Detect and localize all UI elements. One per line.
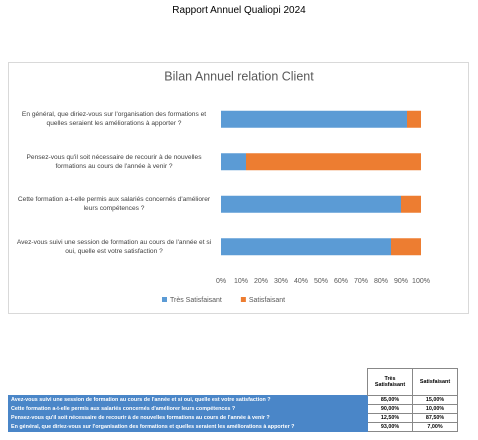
page-title: Rapport Annuel Qualiopi 2024 xyxy=(172,5,306,16)
row-label: Cette formation a-t-elle permis aux sala… xyxy=(8,404,368,414)
row-label: En général, que diriez-vous sur l'organi… xyxy=(8,422,368,432)
bar-segment xyxy=(246,153,421,171)
bar-segment xyxy=(221,110,407,128)
x-tick-label: 60% xyxy=(334,278,348,285)
table-cell: 7,00% xyxy=(412,422,458,432)
table-cell: 12,50% xyxy=(367,413,413,423)
column-header: Très Satisfaisant xyxy=(367,368,413,396)
row-label: Avez-vous suivi une session de formation… xyxy=(8,395,368,405)
category-label: Pensez-vous qu'il soit nécessaire de rec… xyxy=(26,153,202,170)
legend-swatch xyxy=(162,297,167,302)
x-tick-label: 70% xyxy=(354,278,368,285)
category-label: Cette formation a-t-elle permis aux sala… xyxy=(17,196,211,213)
bar-segment xyxy=(221,238,391,256)
legend-swatch xyxy=(240,297,246,302)
table-row: Avez-vous suivi une session de formation… xyxy=(8,395,458,405)
category-label: En général, que diriez-vous sur l'organi… xyxy=(21,111,207,128)
x-tick-label: 0% xyxy=(216,278,226,285)
x-tick-label: 80% xyxy=(374,278,388,285)
x-tick-label: 40% xyxy=(294,278,308,285)
x-tick-label: 100% xyxy=(412,278,430,285)
table-cell: 85,00% xyxy=(367,395,413,405)
row-label: Pensez-vous qu'il soit nécessaire de rec… xyxy=(8,413,368,423)
table-cell: 87,50% xyxy=(412,413,458,423)
x-tick-label: 90% xyxy=(394,278,408,285)
empty-cell xyxy=(9,369,368,396)
table-cell: 93,00% xyxy=(367,422,413,432)
legend-label: Très Satisfaisant xyxy=(170,297,222,304)
table-cell: 10,00% xyxy=(412,404,458,414)
x-tick-label: 30% xyxy=(274,278,288,285)
chart-frame xyxy=(8,62,469,314)
table-cell: 90,00% xyxy=(367,404,413,414)
table-row: Pensez-vous qu'il soit nécessaire de rec… xyxy=(8,413,458,423)
x-tick-label: 20% xyxy=(254,278,268,285)
legend-label: Satisfaisant xyxy=(249,297,285,304)
bar-segment xyxy=(407,110,421,128)
table-header-row: Très Satisfaisant Satisfaisant xyxy=(9,368,458,396)
column-header: Satisfaisant xyxy=(412,368,458,396)
category-label: Avez-vous suivi une session de formation… xyxy=(16,238,212,255)
bar-segment xyxy=(391,238,421,256)
bar-segment xyxy=(401,195,421,213)
chart-title: Bilan Annuel relation Client xyxy=(164,69,314,83)
x-tick-label: 50% xyxy=(314,278,328,285)
bar-segment xyxy=(221,153,246,171)
table-cell: 15,00% xyxy=(412,395,458,405)
table-row: Cette formation a-t-elle permis aux sala… xyxy=(8,404,458,414)
bar-segment xyxy=(221,195,401,213)
data-table: Très Satisfaisant Satisfaisant Avez-vous s… xyxy=(8,368,458,432)
x-tick-label: 10% xyxy=(234,278,248,285)
table-row: En général, que diriez-vous sur l'organi… xyxy=(8,422,458,432)
